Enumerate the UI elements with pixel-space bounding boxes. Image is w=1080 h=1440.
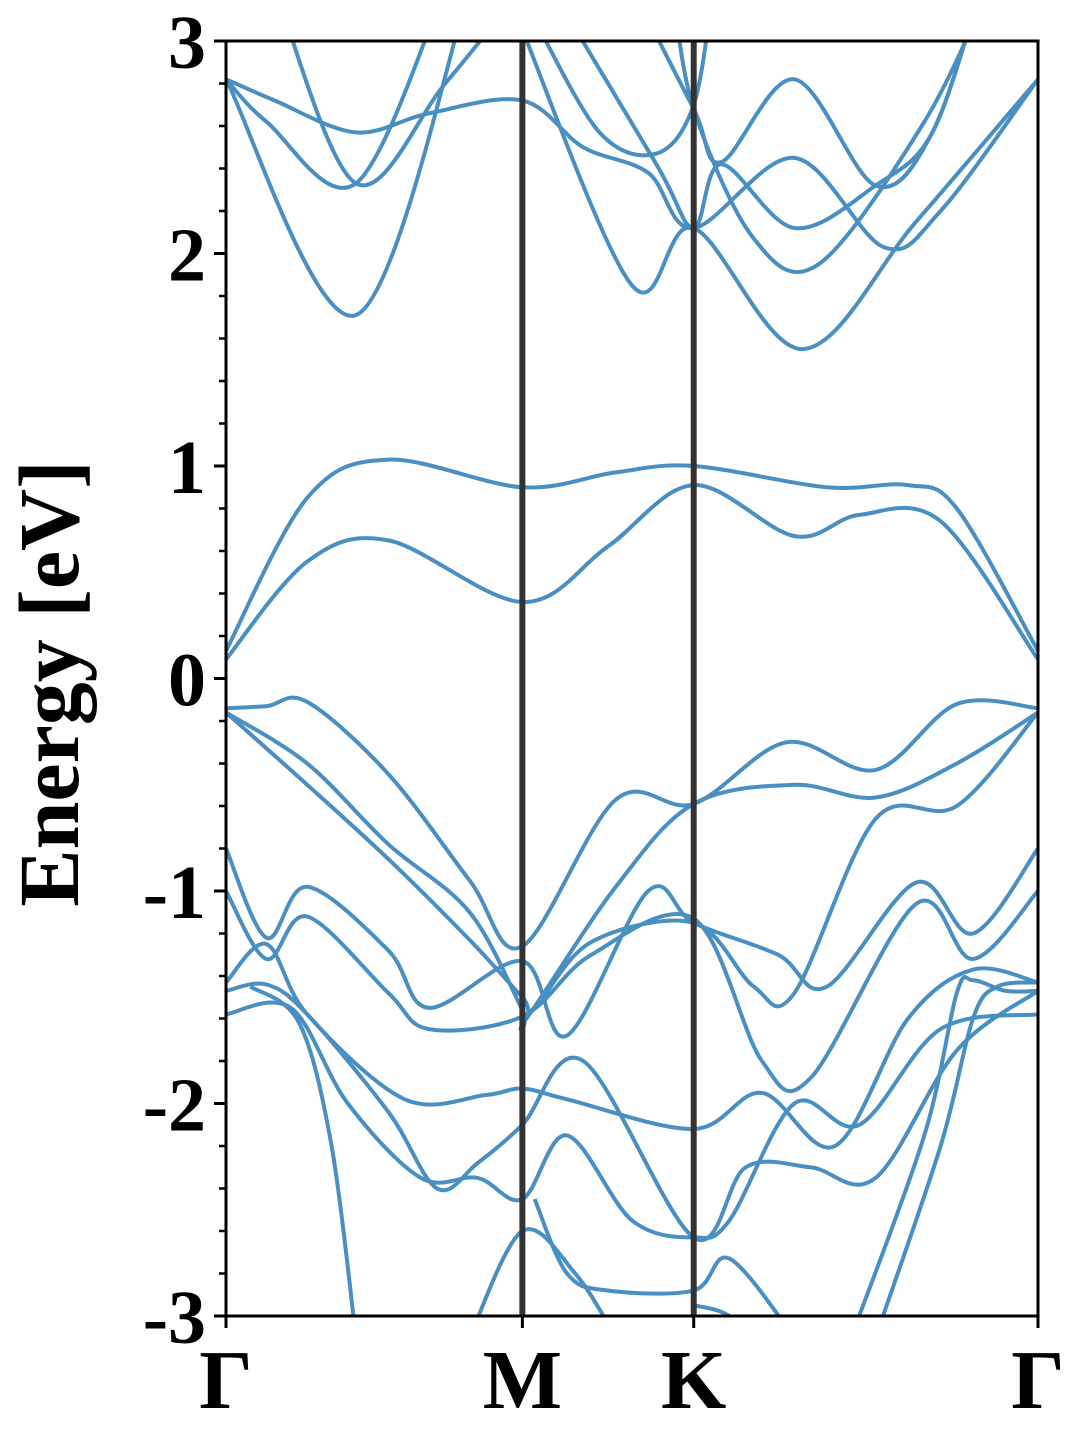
axis-ticks: -3 -2 -1 0 1 2 3 Γ M K Γ — [143, 1, 1065, 1427]
band-line-8 — [656, 41, 968, 190]
band-line-1 — [226, 77, 1038, 252]
band-line-3 — [226, 41, 457, 318]
y-tick-label: 1 — [168, 426, 206, 510]
band-line-5 — [524, 41, 1038, 352]
band-line-13 — [226, 710, 1038, 1032]
band-line-6 — [543, 41, 709, 158]
x-tick-label-K: K — [661, 1334, 726, 1427]
band-line-7 — [580, 41, 968, 231]
band-line-19 — [226, 1000, 1038, 1240]
band-line-10 — [226, 457, 1038, 652]
x-tick-label-Γ: Γ — [199, 1334, 252, 1427]
y-axis-label: Energy [eV] — [1, 460, 97, 907]
band-line-24 — [856, 975, 1038, 1316]
high-symmetry-lines — [519, 41, 697, 1316]
x-tick-label-M: M — [483, 1334, 562, 1427]
y-tick-label: -2 — [143, 1064, 206, 1148]
band-line-20 — [249, 984, 356, 1316]
band-line-2 — [226, 41, 427, 190]
y-tick-label: -1 — [143, 851, 206, 935]
band-line-22 — [532, 1198, 782, 1316]
plot-frame — [224, 39, 1040, 1318]
band-line-12 — [226, 695, 1038, 951]
band-line-18 — [226, 981, 1038, 1242]
y-tick-label: 3 — [168, 1, 206, 85]
band-line-23 — [693, 1303, 734, 1316]
band-line-21 — [476, 1227, 606, 1316]
band-line-16 — [226, 889, 1038, 1093]
band-line-14 — [226, 711, 1038, 1014]
band-line-4 — [290, 41, 483, 188]
y-tick-label: -3 — [143, 1276, 206, 1360]
band-line-15 — [226, 847, 1038, 1039]
band-line-11 — [226, 483, 1038, 661]
band-line-25 — [880, 980, 1038, 1316]
x-tick-label-Γ: Γ — [1011, 1334, 1064, 1427]
band-line-9 — [677, 41, 968, 275]
y-tick-label: 0 — [168, 639, 206, 723]
band-lines — [226, 41, 1038, 1316]
y-tick-label: 2 — [168, 214, 206, 298]
